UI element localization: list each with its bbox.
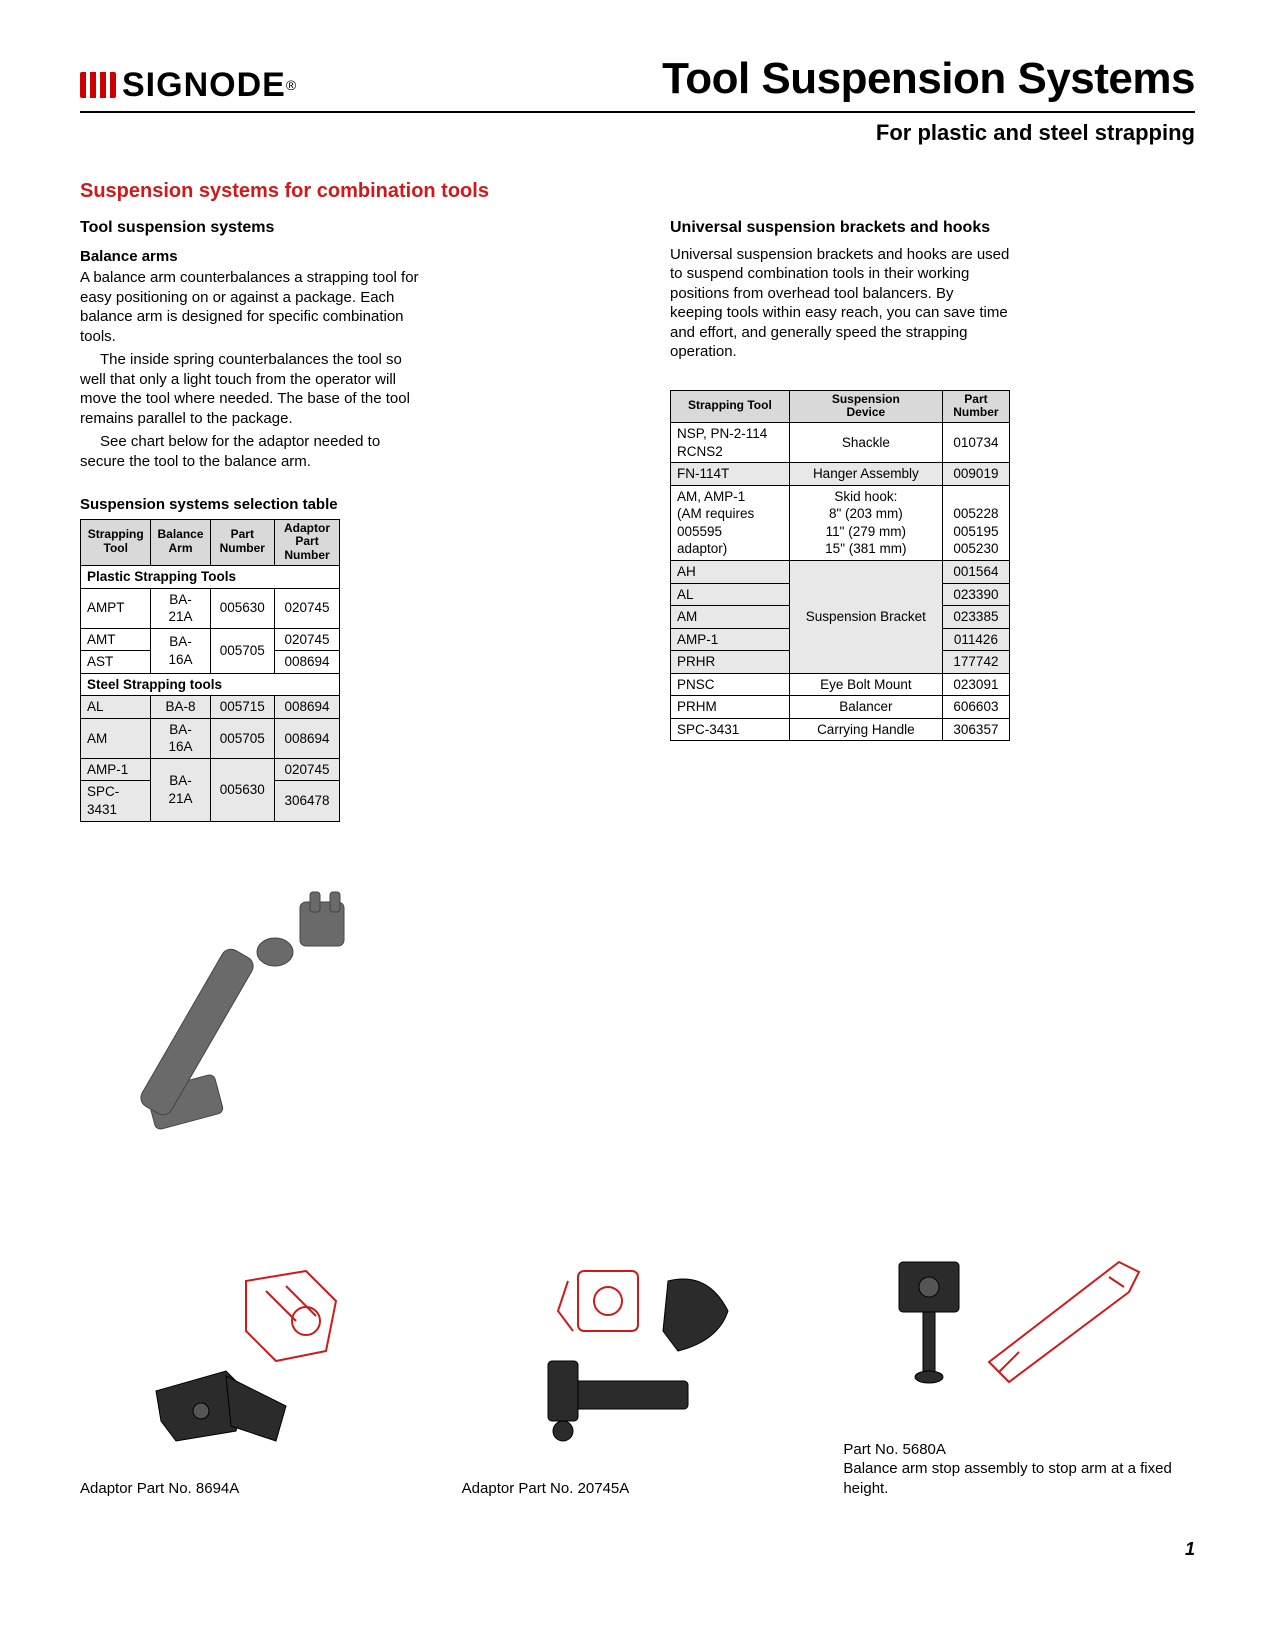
th-pn: PartNumber xyxy=(942,390,1009,423)
table-header-row: Strapping Tool SuspensionDevice PartNumb… xyxy=(671,390,1010,423)
adaptor-1-label: Adaptor Part No. 8694A xyxy=(80,1479,432,1499)
stop-assembly-illustration xyxy=(843,1212,1195,1432)
section-heading: Suspension systems for combination tools xyxy=(80,178,1195,204)
right-h3: Universal suspension brackets and hooks xyxy=(670,218,1010,239)
adaptor-2: Adaptor Part No. 20745A xyxy=(462,1251,814,1499)
table-row: AHSuspension Bracket001564 xyxy=(671,561,1010,584)
content-columns: Tool suspension systems Balance arms A b… xyxy=(80,218,1195,822)
table-row: AMP-1BA-21A005630020745 xyxy=(81,758,340,781)
left-table-caption: Suspension systems selection table xyxy=(80,495,420,515)
adaptor-row: Adaptor Part No. 8694A xyxy=(80,1212,1195,1499)
table-row: SPC-3431Carrying Handle306357 xyxy=(671,718,1010,741)
main-title: Tool Suspension Systems xyxy=(662,50,1195,107)
left-p3: See chart below for the adaptor needed t… xyxy=(80,432,420,471)
left-p1: A balance arm counterbalances a strappin… xyxy=(80,268,420,346)
left-p2: The inside spring counterbalances the to… xyxy=(80,350,420,428)
table-section-row: Plastic Strapping Tools xyxy=(81,565,340,588)
table-row: AMPTBA-21A005630020745 xyxy=(81,588,340,628)
th-tool: Strapping Tool xyxy=(671,390,790,423)
selection-table: StrappingTool BalanceArm Part Number Ada… xyxy=(80,519,340,822)
brand-icon xyxy=(80,72,116,98)
table-row: PRHMBalancer606603 xyxy=(671,696,1010,719)
stop-assembly-text: Part No. 5680A Balance arm stop assembly… xyxy=(843,1440,1195,1499)
left-column: Tool suspension systems Balance arms A b… xyxy=(80,218,420,822)
table-row: AMTBA-16A005705020745 xyxy=(81,628,340,651)
stop-partno: Part No. 5680A xyxy=(843,1441,946,1458)
page-header: SIGNODE® Tool Suspension Systems xyxy=(80,50,1195,113)
th-arm: BalanceArm xyxy=(151,519,210,565)
brand-text: SIGNODE xyxy=(122,63,286,107)
table-row: AM, AMP-1(AM requires005595adaptor)Skid … xyxy=(671,485,1010,560)
adaptor-1: Adaptor Part No. 8694A xyxy=(80,1251,432,1499)
table-row: PNSCEye Bolt Mount023091 xyxy=(671,673,1010,696)
right-p1: Universal suspension brackets and hooks … xyxy=(670,245,1010,362)
stop-desc: Balance arm stop assembly to stop arm at… xyxy=(843,1460,1171,1497)
table-row: NSP, PN-2-114RCNS2Shackle010734 xyxy=(671,423,1010,463)
left-h4: Balance arms xyxy=(80,247,420,267)
table-row: AMBA-16A005705008694 xyxy=(81,718,340,758)
table-row: FN-114THanger Assembly009019 xyxy=(671,463,1010,486)
adaptor-1-illustration xyxy=(80,1251,432,1471)
th-device: SuspensionDevice xyxy=(789,390,942,423)
brackets-table: Strapping Tool SuspensionDevice PartNumb… xyxy=(670,390,1010,742)
registered-mark: ® xyxy=(286,76,297,94)
adaptor-2-label: Adaptor Part No. 20745A xyxy=(462,1479,814,1499)
table-header-row: StrappingTool BalanceArm Part Number Ada… xyxy=(81,519,340,565)
right-column: Universal suspension brackets and hooks … xyxy=(670,218,1010,822)
images-area: Adaptor Part No. 8694A xyxy=(80,862,1195,1499)
th-tool: StrappingTool xyxy=(81,519,151,565)
th-apn: AdaptorPart Number xyxy=(275,519,340,565)
stop-assembly: Part No. 5680A Balance arm stop assembly… xyxy=(843,1212,1195,1499)
adaptor-2-illustration xyxy=(462,1251,814,1471)
th-pn: Part Number xyxy=(210,519,274,565)
table-section-row: Steel Strapping tools xyxy=(81,673,340,696)
sub-title: For plastic and steel strapping xyxy=(80,119,1195,148)
brand-logo: SIGNODE® xyxy=(80,63,297,107)
left-h3: Tool suspension systems xyxy=(80,218,420,239)
table-row: ALBA-8005715008694 xyxy=(81,696,340,719)
page-number: 1 xyxy=(80,1538,1195,1561)
balance-arm-illustration xyxy=(110,862,410,1162)
